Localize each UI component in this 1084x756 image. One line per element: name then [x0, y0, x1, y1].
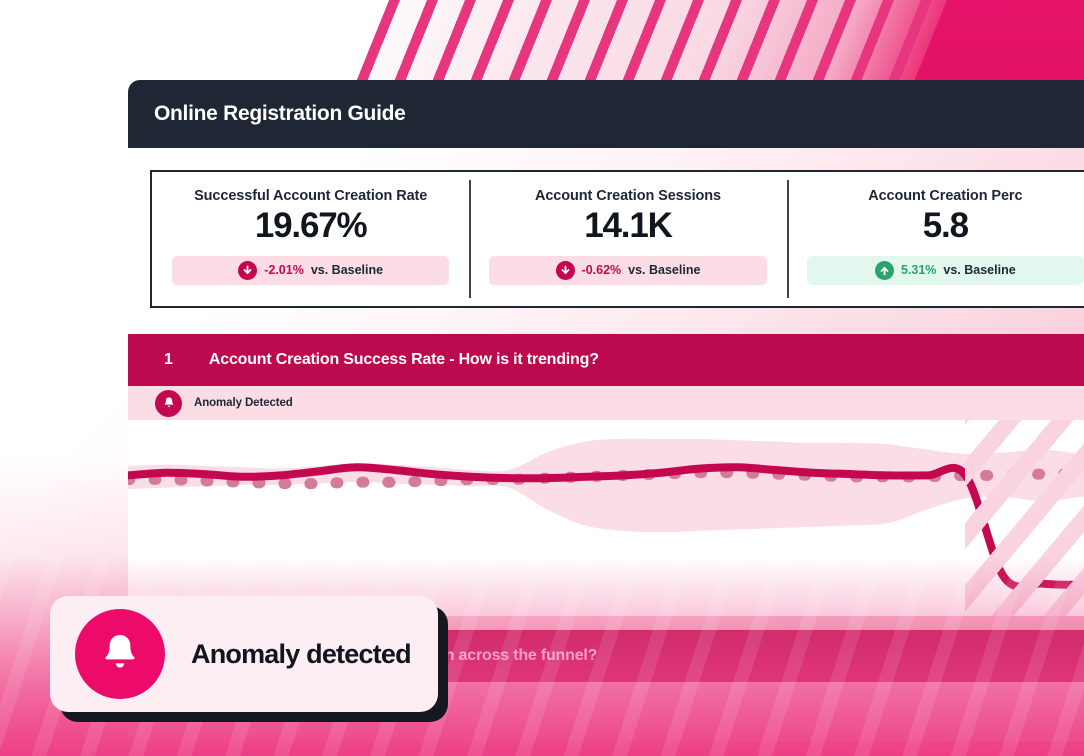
kpi-delta-badge: -2.01% vs. Baseline [172, 255, 450, 285]
arrow-down-circle-icon [238, 260, 258, 280]
page-title: Online Registration Guide [154, 102, 406, 125]
confidence-band [128, 438, 1084, 533]
arrow-up-circle-icon [874, 260, 894, 280]
anomaly-strip-label: Anomaly Detected [194, 397, 293, 409]
kpi-delta-suffix: vs. Baseline [310, 263, 384, 278]
kpi-delta-badge: 5.31% vs. Baseline [806, 255, 1084, 285]
arrow-down-circle-icon [555, 260, 575, 280]
kpi-label: Account Creation Sessions [534, 188, 722, 204]
kpi-delta-value: 5.31% [900, 263, 937, 278]
kpi-delta-badge: -0.62% vs. Baseline [489, 255, 767, 285]
callout-label: Anomaly detected [191, 638, 412, 669]
kpi-card-account-creation-percentage[interactable]: Account Creation Perc 5.8 5.31% vs. Base… [786, 172, 1084, 306]
kpi-delta-suffix: vs. Baseline [628, 263, 701, 278]
anomaly-detected-strip[interactable]: Anomaly Detected [128, 386, 1084, 420]
kpi-label: Successful Account Creation Rate [194, 188, 428, 204]
kpi-label: Account Creation Perc [868, 188, 1023, 204]
kpi-delta-value: -2.01% [264, 263, 304, 278]
kpi-delta-value: -0.62% [581, 263, 622, 278]
kpi-strip: Successful Account Creation Rate 19.67% … [150, 170, 1084, 308]
trend-chart[interactable] [128, 420, 1084, 616]
anomaly-detected-callout[interactable]: Anomaly detected [50, 596, 438, 712]
section-header[interactable]: 1 Account Creation Success Rate - How is… [128, 334, 1084, 386]
kpi-delta-suffix: vs. Baseline [943, 263, 1016, 278]
trend-chart-svg [128, 438, 1084, 591]
kpi-value: 14.1K [584, 206, 673, 245]
kpi-card-account-creation-sessions[interactable]: Account Creation Sessions 14.1K -0.62% v… [469, 172, 786, 306]
section-account-creation-success-rate: 1 Account Creation Success Rate - How is… [128, 334, 1084, 616]
app-header: Online Registration Guide [128, 80, 1084, 148]
kpi-value: 5.8 [922, 206, 969, 245]
bell-icon [75, 609, 165, 699]
kpi-value: 19.67% [254, 206, 368, 245]
kpi-card-account-creation-rate[interactable]: Successful Account Creation Rate 19.67% … [152, 172, 469, 306]
section-number: 1 [164, 351, 173, 368]
section-title: Account Creation Success Rate - How is i… [208, 351, 599, 368]
bell-icon [155, 389, 182, 417]
